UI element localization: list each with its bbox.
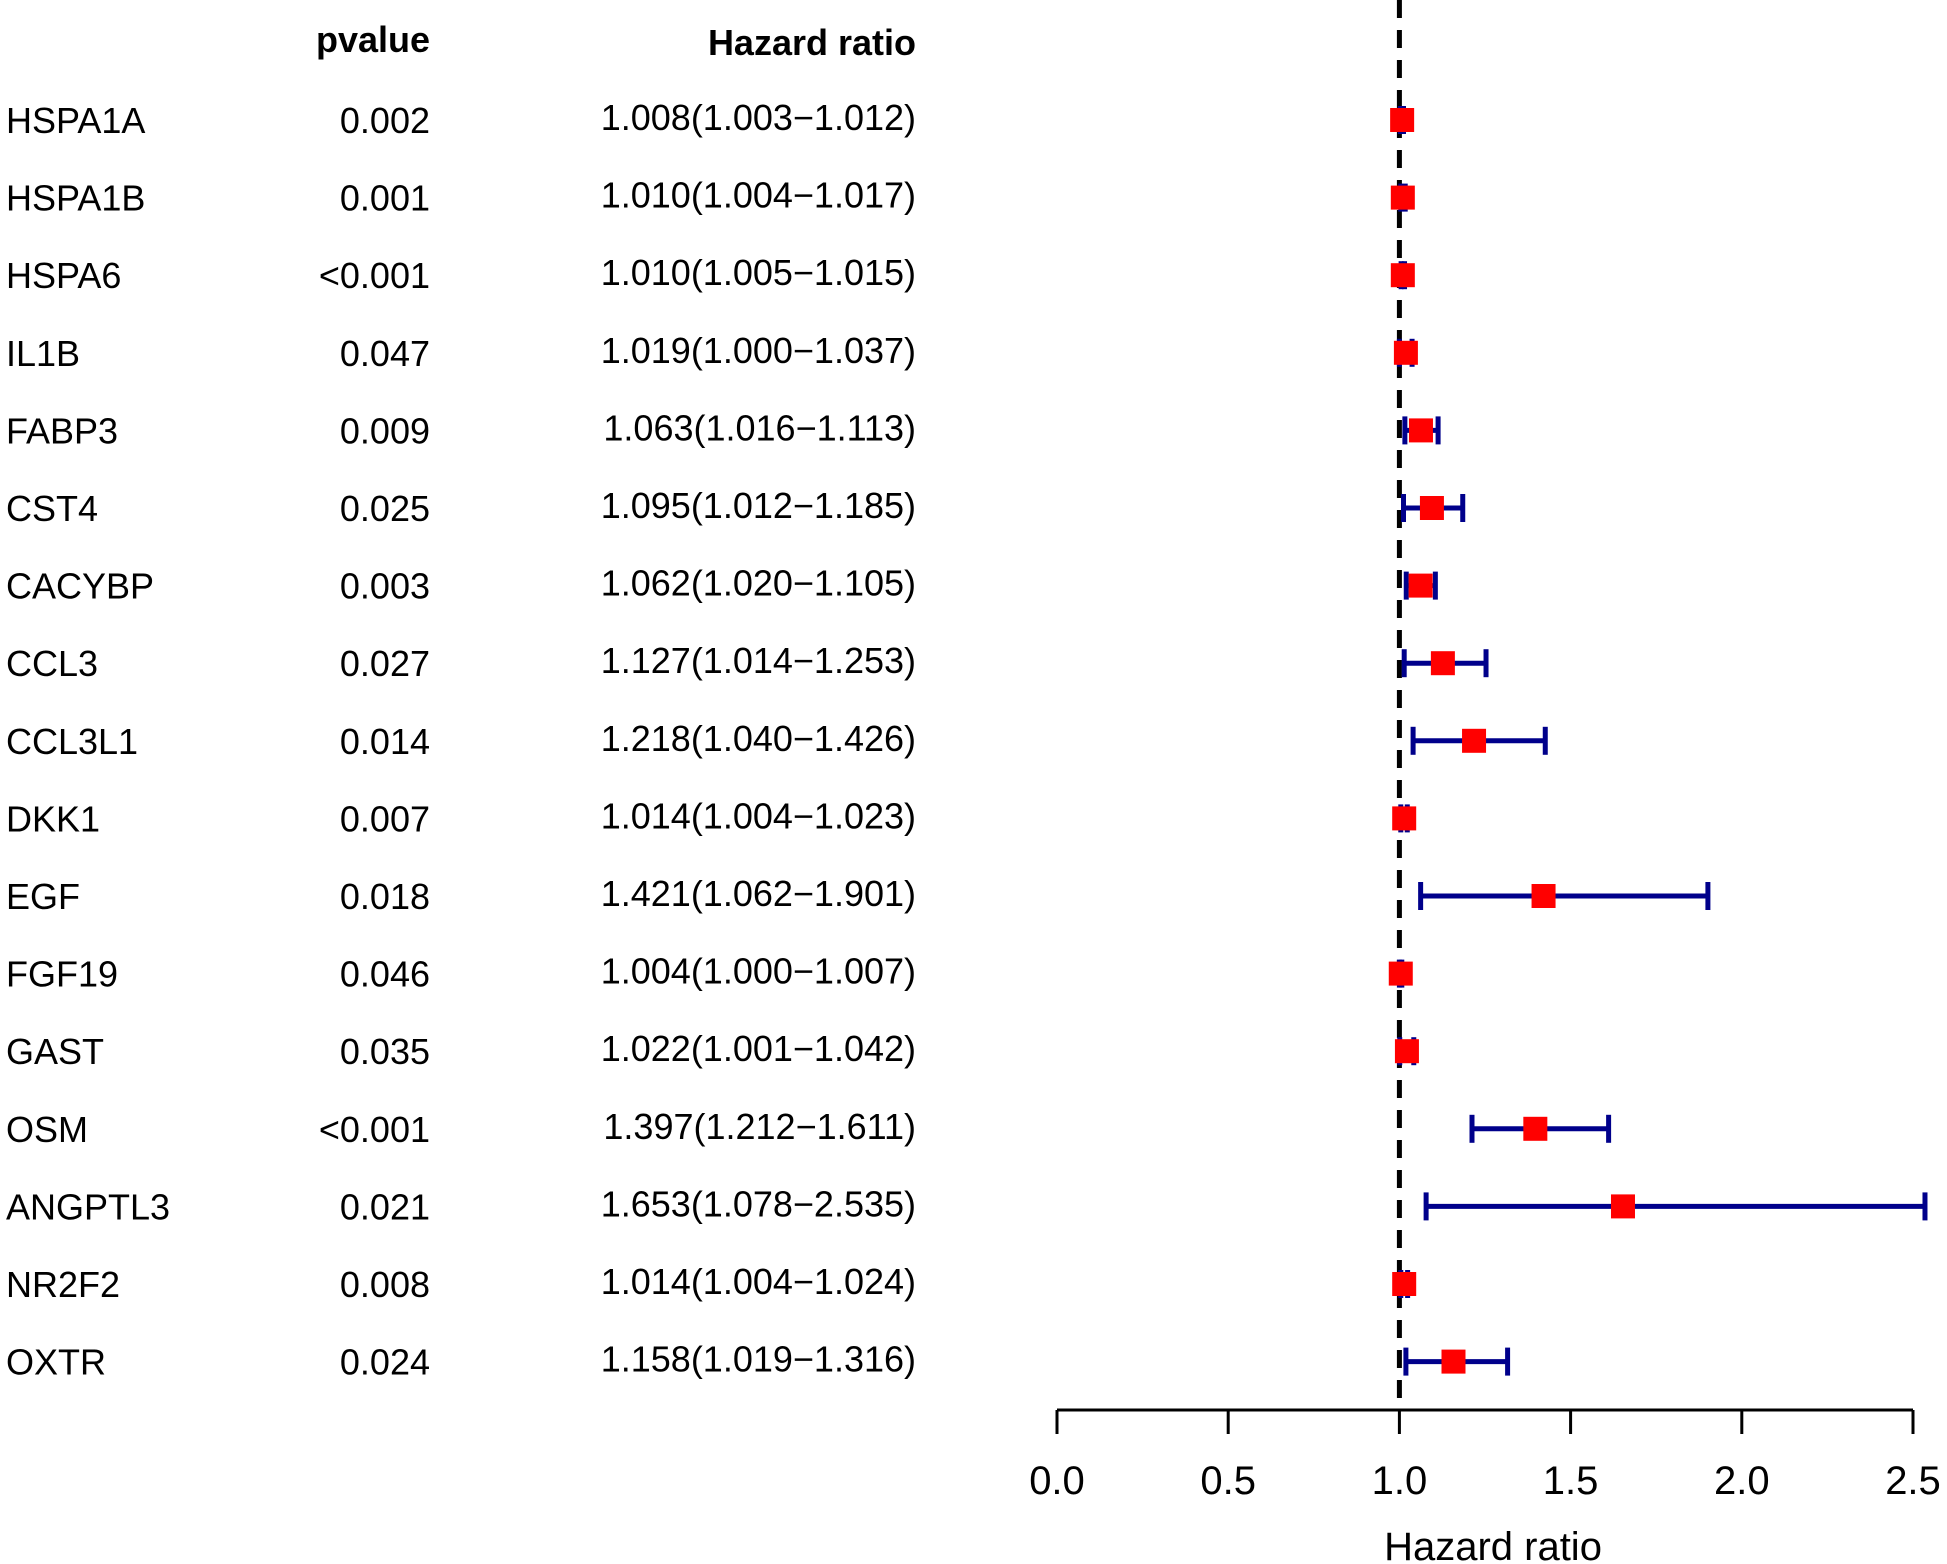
hazard-ratio-cell: 1.127(1.014−1.253) <box>601 640 916 681</box>
data-table: pvalue Hazard ratio HSPA1A 0.002 1.008(1.0… <box>6 19 916 1383</box>
pvalue-cell: 0.009 <box>340 410 430 451</box>
x-tick-label: 1.0 <box>1372 1459 1428 1503</box>
hazard-ratio-point <box>1388 961 1413 986</box>
pvalue-cell: 0.046 <box>340 954 430 995</box>
hazard-ratio-cell: 1.095(1.012−1.185) <box>601 485 916 526</box>
hazard-ratio-point <box>1408 573 1433 598</box>
x-tick-label: 2.0 <box>1714 1459 1770 1503</box>
pvalue-cell: <0.001 <box>319 255 430 296</box>
pvalue-header: pvalue <box>316 19 430 60</box>
gene-label: IL1B <box>6 333 80 374</box>
hazard-ratio-point <box>1523 1116 1548 1141</box>
hazard-ratio-cell: 1.019(1.000−1.037) <box>601 330 916 371</box>
hazard-ratio-cell: 1.397(1.212−1.611) <box>603 1106 916 1147</box>
gene-label: CCL3L1 <box>6 721 138 762</box>
gene-label: HSPA1A <box>6 100 145 141</box>
hazard-ratio-point <box>1393 340 1418 365</box>
gene-label: CCL3 <box>6 643 98 684</box>
plot-marks <box>1388 106 1928 1376</box>
hazard-ratio-cell: 1.004(1.000−1.007) <box>601 951 916 992</box>
pvalue-cell: 0.021 <box>340 1186 430 1227</box>
gene-label: FGF19 <box>6 954 118 995</box>
hazard-ratio-cell: 1.010(1.004−1.017) <box>601 175 916 216</box>
gene-label: DKK1 <box>6 798 100 839</box>
pvalue-cell: 0.008 <box>340 1264 430 1305</box>
pvalue-cell: 0.001 <box>340 178 430 219</box>
x-axis-title: Hazard ratio <box>1384 1525 1602 1564</box>
x-axis: 0.0 0.5 1.0 1.5 2.0 2.5 <box>1029 1408 1941 1503</box>
hazard-ratio-point <box>1531 884 1556 908</box>
x-tick-label: 2.5 <box>1885 1459 1941 1503</box>
gene-label: EGF <box>6 876 80 917</box>
hazard-ratio-point <box>1394 1039 1419 1064</box>
hazard-ratio-cell: 1.063(1.016−1.113) <box>603 407 916 448</box>
pvalue-cell: 0.024 <box>340 1342 430 1383</box>
hazard-ratio-cell: 1.008(1.003−1.012) <box>601 97 916 138</box>
hazard-ratio-point <box>1408 418 1433 443</box>
gene-label: ANGPTL3 <box>6 1186 170 1227</box>
hazard-ratio-cell: 1.014(1.004−1.024) <box>601 1261 916 1302</box>
gene-label: NR2F2 <box>6 1264 120 1305</box>
x-tick-label: 0.0 <box>1029 1459 1085 1503</box>
pvalue-cell: 0.025 <box>340 488 430 529</box>
hazard-ratio-cell: 1.421(1.062−1.901) <box>601 873 916 914</box>
pvalue-cell: 0.002 <box>340 100 430 141</box>
hazard-ratio-cell: 1.010(1.005−1.015) <box>601 252 916 293</box>
gene-label: OXTR <box>6 1342 106 1383</box>
hazard-ratio-cell: 1.158(1.019−1.316) <box>601 1339 916 1380</box>
pvalue-cell: 0.047 <box>340 333 430 374</box>
hazard-ratio-point <box>1430 651 1455 676</box>
pvalue-cell: <0.001 <box>319 1109 430 1150</box>
x-tick-label: 0.5 <box>1200 1459 1256 1503</box>
hazard-ratio-point <box>1390 108 1415 132</box>
hazard-ratio-header: Hazard ratio <box>708 22 916 63</box>
pvalue-cell: 0.035 <box>340 1031 430 1072</box>
gene-label: HSPA1B <box>6 178 145 219</box>
gene-label: CST4 <box>6 488 98 529</box>
gene-label: CACYBP <box>6 566 154 607</box>
pvalue-cell: 0.027 <box>340 643 430 684</box>
x-tick-label: 1.5 <box>1543 1459 1599 1503</box>
pvalue-cell: 0.018 <box>340 876 430 917</box>
plot-area: 0.0 0.5 1.0 1.5 2.0 2.5 Hazard ratio <box>1029 0 1941 1564</box>
table-rows: HSPA1A 0.002 1.008(1.003−1.012) HSPA1B 0.001… <box>6 97 916 1383</box>
hazard-ratio-point <box>1392 1272 1417 1296</box>
hazard-ratio-point <box>1390 263 1415 288</box>
gene-label: OSM <box>6 1109 88 1150</box>
pvalue-cell: 0.014 <box>340 721 430 762</box>
hazard-ratio-cell: 1.062(1.020−1.105) <box>601 563 916 604</box>
hazard-ratio-point <box>1390 185 1415 210</box>
gene-label: HSPA6 <box>6 255 121 296</box>
pvalue-cell: 0.003 <box>340 566 430 607</box>
hazard-ratio-point <box>1419 496 1444 520</box>
hazard-ratio-cell: 1.653(1.078−2.535) <box>601 1183 916 1224</box>
gene-label: FABP3 <box>6 410 118 451</box>
hazard-ratio-point <box>1610 1194 1635 1219</box>
hazard-ratio-point <box>1392 806 1417 831</box>
hazard-ratio-cell: 1.218(1.040−1.426) <box>601 718 916 759</box>
hazard-ratio-cell: 1.022(1.001−1.042) <box>601 1028 916 1069</box>
pvalue-cell: 0.007 <box>340 798 430 839</box>
hazard-ratio-cell: 1.014(1.004−1.023) <box>601 795 916 836</box>
gene-label: GAST <box>6 1031 104 1072</box>
hazard-ratio-point <box>1462 728 1487 753</box>
hazard-ratio-point <box>1441 1349 1466 1374</box>
